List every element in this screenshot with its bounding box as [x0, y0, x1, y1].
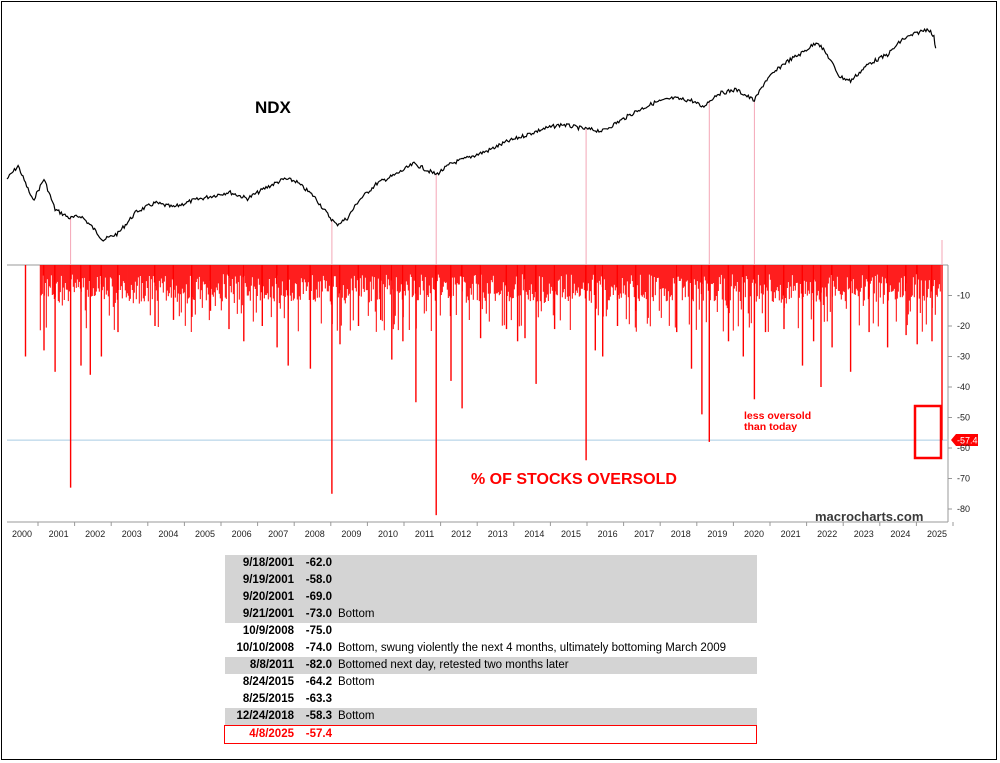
date-cell: 9/20/2001 [224, 589, 297, 606]
y-tick-label: -50 [957, 413, 970, 423]
x-tick-label: 2025 [927, 529, 947, 539]
current-value-text: -57.4 [957, 436, 978, 446]
table-body: 9/18/2001 -62.0 9/19/2001 -58.0 9/20/2001 -69… [224, 555, 757, 744]
x-tick-label: 2020 [744, 529, 764, 539]
y-tick-label: -60 [957, 443, 970, 453]
annotation-line-2: than today [744, 421, 797, 433]
date-cell: 8/24/2015 [242, 676, 294, 688]
date-cell: 9/19/2001 [224, 572, 297, 589]
date-cell: 9/21/2001 [224, 606, 297, 623]
date-cell: 8/8/2011 [224, 657, 297, 674]
date-cell: 8/25/2015 [242, 693, 294, 705]
note-cell [335, 589, 757, 606]
note-cell: Bottom [338, 676, 375, 688]
y-tick-label: -70 [957, 474, 970, 484]
x-tick-label: 2013 [488, 529, 508, 539]
x-tick-label: 2023 [854, 529, 874, 539]
table-row: 9/18/2001 -62.0 [224, 555, 757, 572]
x-tick-label: 2000 [12, 529, 32, 539]
value-cell: -69.0 [297, 589, 335, 606]
y-tick-label: -30 [957, 352, 970, 362]
y-tick-label: -10 [957, 291, 970, 301]
value-cell: -57.4 [297, 725, 335, 744]
x-tick-label: 2007 [268, 529, 288, 539]
value-cell: -64.2 [305, 676, 332, 688]
x-tick-label: 2001 [49, 529, 69, 539]
x-tick-label: 2014 [524, 529, 544, 539]
table-row: 4/8/2025 -57.4 [224, 725, 757, 744]
note-cell [335, 691, 757, 708]
annotation-line-1: less oversold [744, 410, 811, 422]
date-cell: 12/24/2018 [224, 708, 297, 726]
table-row: 8/24/2015 -64.2 Bottom [225, 674, 757, 691]
y-axis-ticks: -10 -20 -30 -40 -50 -60 -70 -80 [948, 291, 970, 514]
table-row: 9/19/2001 -58.0 [224, 572, 757, 589]
x-tick-label: 2004 [158, 529, 178, 539]
oversold-bars [24, 265, 943, 516]
x-tick-label: 2011 [415, 529, 434, 539]
table-row: 8/25/2015 -63.3 [225, 691, 757, 708]
y-tick-label: -80 [957, 504, 970, 514]
table-row: 10/9/2008 -75.0 [225, 623, 757, 640]
note-cell [335, 623, 757, 640]
note-cell: Bottom [335, 606, 757, 623]
table-row: 10/10/2008 -74.0 Bottom, swung violently t… [225, 640, 757, 657]
value-cell: -74.0 [305, 642, 332, 654]
note-cell [335, 725, 757, 744]
x-tick-label: 2021 [781, 529, 801, 539]
x-tick-label: 2005 [195, 529, 215, 539]
table-row: 12/24/2018 -58.3 Bottom [224, 708, 757, 726]
x-tick-label: 2008 [305, 529, 325, 539]
x-tick-label: 2003 [122, 529, 142, 539]
value-cell: -63.3 [305, 693, 332, 705]
note-cell: Bottom [335, 708, 757, 726]
value-cell: -58.3 [297, 708, 335, 726]
value-cell: -58.0 [297, 572, 335, 589]
x-tick-label: 2006 [232, 529, 252, 539]
value-cell: -62.0 [297, 555, 335, 572]
y-tick-label: -40 [957, 382, 970, 392]
date-cell: 9/18/2001 [224, 555, 297, 572]
oversold-series-label: % OF STOCKS OVERSOLD [471, 471, 677, 488]
value-cell: -73.0 [297, 606, 335, 623]
value-cell: -75.0 [305, 625, 332, 637]
x-tick-label: 2009 [341, 529, 361, 539]
note-cell: Bottom, swung violently the next 4 month… [338, 642, 727, 654]
current-value-tag: -57.4 [951, 434, 978, 446]
x-tick-label: 2012 [451, 529, 471, 539]
x-axis-ticks: 2000 2001 2002 2003 2004 2005 2006 2007 2008 2009… [12, 522, 954, 539]
ndx-line [6, 27, 937, 242]
current-highlight-box [913, 404, 943, 460]
date-cell: 10/9/2008 [242, 625, 294, 637]
x-tick-label: 2018 [671, 529, 691, 539]
date-cell: 4/8/2025 [224, 725, 297, 744]
note-cell [335, 572, 757, 589]
date-cell: 10/10/2008 [236, 642, 294, 654]
table-row: 9/21/2001 -73.0 Bottom [224, 606, 757, 623]
watermark: macrocharts.com [815, 509, 923, 524]
value-cell: -82.0 [297, 657, 335, 674]
x-tick-label: 2024 [890, 529, 910, 539]
table-row: 8/8/2011 -82.0 Bottomed next day, retested… [224, 657, 757, 674]
x-tick-label: 2016 [598, 529, 618, 539]
x-tick-label: 2017 [634, 529, 654, 539]
x-tick-label: 2022 [817, 529, 837, 539]
note-cell: Bottomed next day, retested two months l… [335, 657, 757, 674]
table-row: 9/20/2001 -69.0 [224, 589, 757, 606]
x-tick-label: 2010 [378, 529, 398, 539]
ndx-series-label: NDX [255, 98, 292, 117]
x-tick-label: 2002 [85, 529, 105, 539]
x-tick-label: 2019 [707, 529, 727, 539]
oversold-history-table: 9/18/2001 -62.0 9/19/2001 -58.0 9/20/2001 -69… [224, 555, 757, 744]
x-tick-label: 2015 [561, 529, 581, 539]
note-cell [335, 555, 757, 572]
y-tick-label: -20 [957, 321, 970, 331]
